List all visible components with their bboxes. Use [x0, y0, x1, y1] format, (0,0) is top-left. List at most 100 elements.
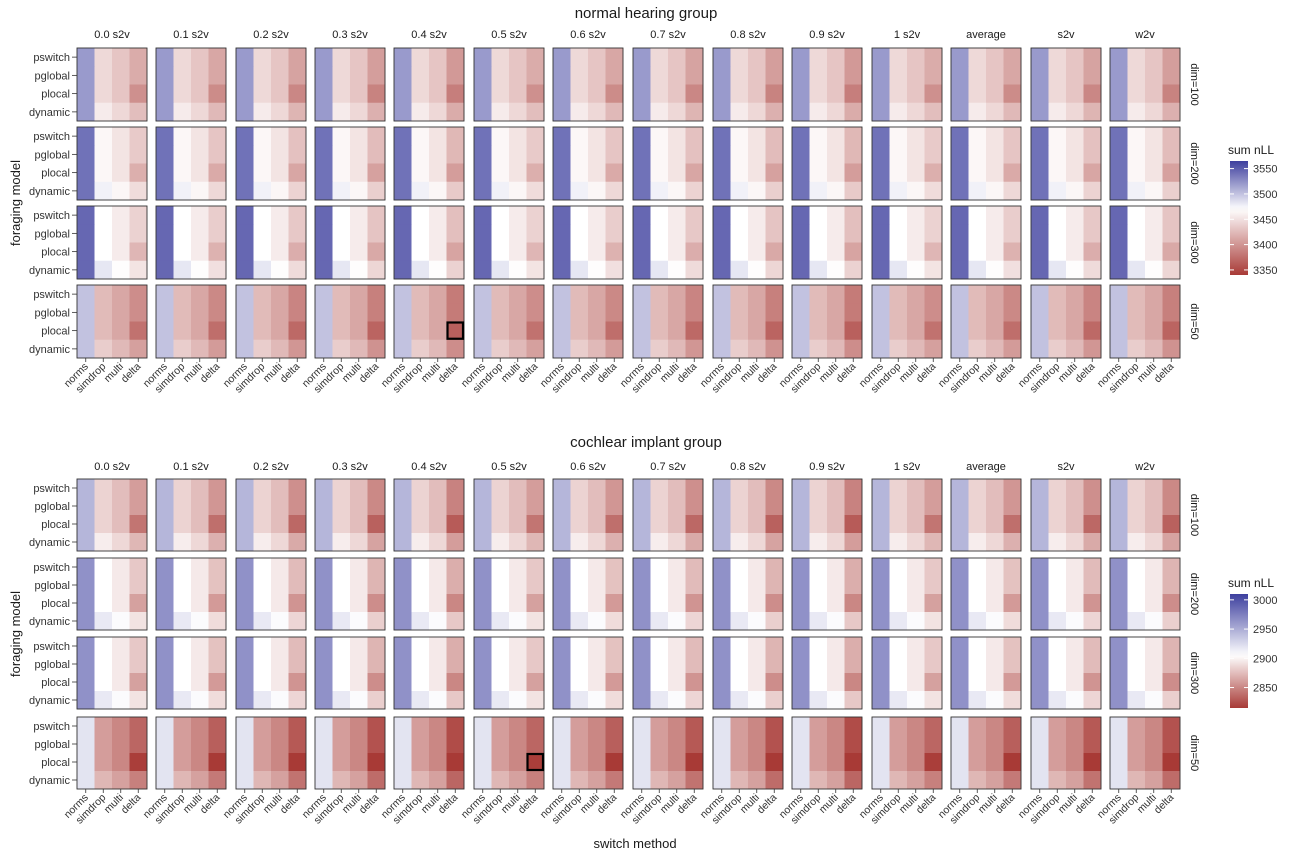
heatmap-cell [685, 717, 704, 736]
heatmap-cell [253, 612, 272, 631]
heatmap-cell [1162, 127, 1181, 146]
heatmap-cell [315, 242, 333, 262]
heatmap-cell [968, 242, 987, 262]
heatmap-cell [968, 260, 987, 280]
heatmap-cell [526, 576, 545, 595]
heatmap-cell [77, 181, 95, 201]
heatmap-cell [315, 127, 333, 146]
heatmap-cell [288, 66, 307, 85]
heatmap-cell [765, 339, 784, 359]
heatmap-cell [605, 533, 624, 552]
heatmap-cell [730, 102, 749, 122]
heatmap-panel [871, 47, 943, 122]
heatmap-cell [129, 339, 148, 359]
heatmap-cell [491, 479, 510, 498]
heatmap-cell [446, 242, 465, 262]
heatmap-cell [208, 497, 227, 516]
heatmap-cell [889, 691, 908, 710]
heatmap-cell [208, 533, 227, 552]
heatmap-cell [748, 206, 766, 225]
heatmap-panel [632, 126, 704, 201]
heatmap-cell [77, 735, 95, 754]
heatmap-cell [129, 576, 148, 595]
heatmap-cell [553, 558, 571, 577]
panel-border [712, 47, 784, 122]
heatmap-cell [792, 515, 810, 534]
heatmap-cell [315, 224, 333, 243]
heatmap-panel [712, 636, 784, 710]
heatmap-cell [872, 260, 890, 280]
panel-border [632, 47, 704, 122]
panel-border [393, 126, 465, 201]
heatmap-cell [827, 206, 845, 225]
heatmap-cell [446, 84, 465, 104]
heatmap-cell [509, 339, 527, 359]
heatmap-cell [951, 48, 969, 67]
heatmap-cell [765, 637, 784, 656]
heatmap-cell [271, 558, 289, 577]
heatmap-cell [94, 127, 113, 146]
heatmap-cell [889, 673, 908, 692]
heatmap-cell [94, 163, 113, 183]
heatmap-cell [889, 102, 908, 122]
heatmap-cell [526, 102, 545, 122]
panel-border [473, 636, 545, 710]
heatmap-cell [1127, 127, 1146, 146]
heatmap-cell [156, 285, 174, 304]
heatmap-cell [191, 102, 209, 122]
heatmap-cell [491, 48, 510, 67]
heatmap-cell [1110, 594, 1128, 613]
heatmap-cell [1048, 515, 1067, 534]
heatmap-cell [889, 260, 908, 280]
panel-border [871, 205, 943, 280]
heatmap-cell [509, 533, 527, 552]
heatmap-cell [129, 242, 148, 262]
heatmap-cell [332, 102, 351, 122]
heatmap-cell [605, 717, 624, 736]
heatmap-cell [474, 339, 492, 359]
heatmap-cell [411, 515, 430, 534]
heatmap-panel [76, 126, 148, 201]
heatmap-cell [236, 637, 254, 656]
legend-tick-label: 3550 [1253, 164, 1277, 176]
heatmap-cell [633, 558, 651, 577]
panel-border [235, 126, 307, 201]
heatmap-cell [968, 127, 987, 146]
heatmap-cell [765, 260, 784, 280]
heatmap-panel [871, 557, 943, 631]
heatmap-cell [685, 753, 704, 772]
heatmap-cell [1066, 594, 1084, 613]
y-tick-label: dynamic [29, 186, 70, 198]
heatmap-cell [112, 479, 130, 498]
heatmap-cell [208, 285, 227, 304]
heatmap-cell [1145, 260, 1163, 280]
heatmap-cell [526, 206, 545, 225]
heatmap-cell [1003, 717, 1022, 736]
facet-column-label: s2v [1057, 461, 1075, 473]
heatmap-cell [924, 673, 943, 692]
heatmap-cell [429, 691, 447, 710]
heatmap-cell [730, 339, 749, 359]
heatmap-cell [844, 285, 863, 304]
heatmap-cell [1083, 224, 1102, 243]
heatmap-cell [315, 321, 333, 341]
heatmap-cell [889, 497, 908, 516]
heatmap-cell [191, 206, 209, 225]
y-tick-label: pswitch [33, 641, 70, 653]
heatmap-cell [872, 206, 890, 225]
heatmap-cell [588, 127, 606, 146]
heatmap-cell [844, 612, 863, 631]
heatmap-cell [491, 260, 510, 280]
heatmap-cell [350, 497, 368, 516]
heatmap-cell [1162, 673, 1181, 692]
heatmap-cell [112, 735, 130, 754]
heatmap-cell [236, 655, 254, 674]
heatmap-cell [474, 303, 492, 322]
heatmap-cell [650, 497, 669, 516]
heatmap-cell [191, 303, 209, 322]
heatmap-cell [605, 303, 624, 322]
heatmap-cell [271, 735, 289, 754]
facet-row-label: dim=300 [1188, 652, 1200, 695]
heatmap-cell [968, 48, 987, 67]
heatmap-panel [314, 557, 386, 631]
